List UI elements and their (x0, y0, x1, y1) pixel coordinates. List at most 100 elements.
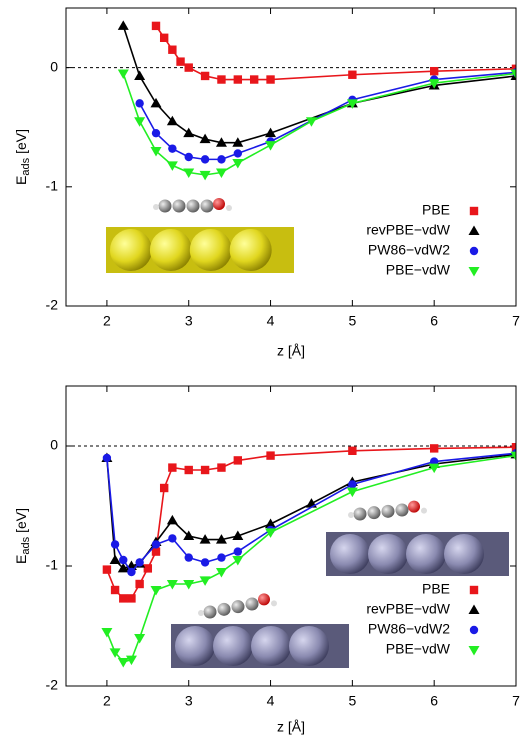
hydrogen-atom (153, 204, 159, 210)
plot-area (101, 443, 516, 668)
marker (232, 530, 244, 540)
surface-atom (444, 534, 484, 574)
marker (166, 580, 178, 590)
legend-marker (468, 267, 480, 277)
legend-marker (468, 646, 480, 656)
marker (265, 518, 277, 528)
surface-atom (229, 229, 272, 271)
series-line (122, 72, 516, 176)
marker (199, 534, 211, 544)
marker (151, 128, 161, 138)
marker (134, 117, 146, 127)
y-axis-label-main: E (13, 555, 29, 564)
marker (346, 99, 358, 109)
x-tick-label: 7 (512, 313, 520, 329)
marker (117, 562, 129, 573)
x-tick-label: 6 (430, 313, 438, 329)
marker (150, 586, 162, 596)
surface-atom (406, 534, 446, 574)
marker (135, 558, 144, 567)
marker (199, 576, 211, 586)
y-tick-label: -2 (46, 677, 59, 693)
legend-label: PBE (422, 202, 450, 218)
marker (265, 141, 277, 151)
surface-atom (289, 626, 329, 666)
marker (166, 514, 178, 525)
carbon-atom (231, 600, 245, 614)
marker (184, 152, 193, 162)
marker (232, 556, 244, 566)
hydrogen-atom (348, 512, 354, 518)
x-axis-label: z [Å] (277, 719, 305, 735)
marker (199, 133, 211, 144)
marker (117, 69, 129, 80)
y-axis-label-main: E (13, 176, 29, 185)
marker (428, 79, 440, 89)
surface-atom (175, 626, 215, 666)
carbon-atom (353, 507, 367, 521)
y-tick-label: -1 (46, 178, 59, 194)
y-axis-label-unit: [eV] (13, 508, 29, 533)
legend-marker (469, 246, 479, 256)
surface-atom (110, 229, 152, 271)
legend-marker (468, 225, 480, 235)
marker (102, 453, 112, 463)
marker (215, 534, 227, 544)
marker (266, 451, 275, 460)
marker (117, 658, 129, 668)
x-tick-label: 2 (103, 313, 111, 329)
marker (233, 547, 243, 556)
marker (183, 580, 195, 590)
marker (119, 555, 128, 565)
marker (265, 127, 277, 138)
y-axis-label-sub: ads (20, 536, 32, 554)
hydrogen-atom (226, 205, 232, 211)
marker (166, 115, 178, 126)
marker (305, 498, 317, 508)
legend-label: PBE (422, 581, 450, 597)
x-tick-label: 6 (430, 693, 438, 709)
y-axis-label: Eads [eV] (13, 508, 32, 564)
marker (429, 444, 439, 453)
legend-label: PW86−vdW2 (368, 621, 450, 637)
legend-label: revPBE−vdW (366, 601, 450, 617)
carbon-atom (381, 504, 395, 518)
oxygen-atom (213, 198, 225, 210)
marker (348, 446, 357, 455)
marker (127, 567, 136, 577)
marker (176, 57, 185, 66)
marker (266, 75, 275, 84)
marker (215, 137, 227, 147)
marker (217, 463, 226, 472)
x-tick-label: 7 (512, 693, 520, 709)
marker (183, 168, 195, 178)
carbon-atom (200, 199, 214, 213)
marker (184, 465, 193, 475)
marker (232, 137, 244, 147)
marker (135, 99, 144, 108)
marker (110, 585, 120, 595)
marker (233, 75, 243, 84)
x-tick-label: 4 (267, 313, 275, 329)
marker (151, 21, 161, 31)
marker (150, 97, 162, 108)
surface-atom (189, 229, 232, 271)
marker (125, 655, 137, 666)
marker (166, 161, 178, 171)
marker (215, 568, 227, 578)
carbon-atom (158, 199, 172, 213)
marker (200, 71, 210, 81)
marker (428, 463, 440, 474)
marker (184, 553, 193, 562)
marker (168, 144, 177, 153)
marker (109, 554, 121, 564)
marker (249, 75, 259, 84)
x-tick-label: 5 (348, 693, 356, 709)
marker (151, 540, 161, 549)
marker (510, 451, 516, 462)
x-tick-label: 2 (103, 693, 111, 709)
marker (110, 540, 120, 549)
marker (135, 579, 144, 589)
marker (183, 127, 195, 138)
legend-label: revPBE−vdW (366, 222, 450, 238)
